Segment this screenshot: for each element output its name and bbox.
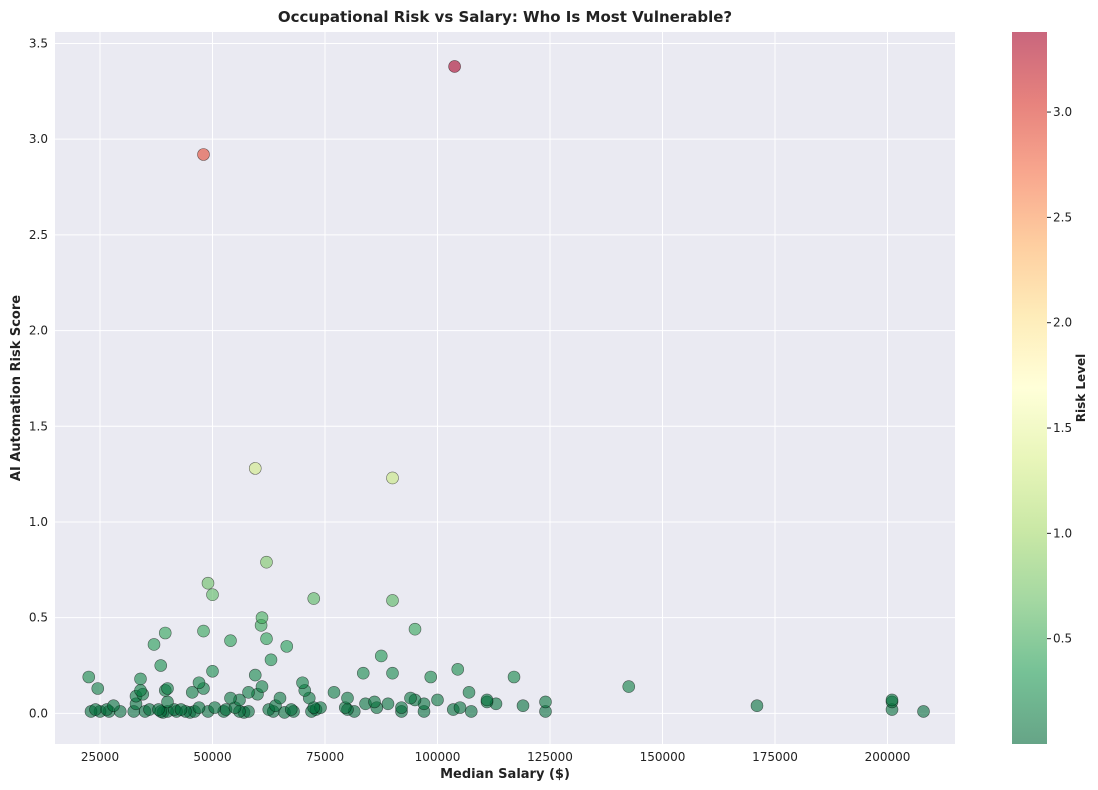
data-point: [192, 676, 206, 690]
data-point: [107, 699, 120, 713]
data-point: [386, 471, 399, 485]
data-point: [284, 703, 298, 716]
data-point: [368, 695, 381, 709]
data-point: [197, 624, 210, 638]
data-point: [185, 686, 199, 699]
data-point: [264, 653, 278, 667]
colorbar-label: Risk Level: [1074, 354, 1088, 423]
data-point: [201, 576, 215, 590]
data-point: [356, 666, 370, 680]
data-point: [341, 691, 354, 705]
data-point: [255, 611, 269, 624]
data-point: [161, 682, 174, 695]
data-point: [374, 649, 388, 663]
data-point: [381, 697, 395, 711]
data-point: [273, 691, 287, 705]
colorbar-tick-label: 3.0: [1053, 105, 1072, 119]
data-point: [386, 666, 399, 680]
data-point: [134, 672, 147, 686]
colorbar-tick-label: 2.5: [1053, 210, 1072, 224]
y-tick-label: 3.5: [29, 36, 48, 50]
colorbar: [1012, 32, 1047, 744]
data-point: [307, 592, 321, 605]
x-axis-label: Median Salary ($): [440, 767, 570, 782]
x-tick-label: 200000: [865, 750, 911, 764]
data-point: [152, 703, 165, 716]
data-point: [206, 588, 219, 602]
colorbar-tick-label: 2.0: [1053, 316, 1072, 330]
x-tick-label: 150000: [640, 750, 686, 764]
data-point: [408, 622, 422, 636]
data-point: [260, 555, 273, 569]
data-point: [224, 691, 237, 705]
data-point: [134, 684, 147, 697]
y-axis-label: AI Automation Risk Score: [9, 295, 24, 481]
colorbar-tick-label: 1.5: [1053, 421, 1072, 435]
x-tick-label: 100000: [415, 750, 461, 764]
data-point: [154, 659, 168, 672]
data-point: [192, 701, 206, 714]
data-point: [327, 686, 341, 699]
data-point: [431, 693, 444, 707]
data-point: [91, 682, 105, 695]
data-point: [622, 680, 636, 693]
data-point: [260, 632, 273, 646]
data-point: [750, 699, 764, 713]
data-point: [174, 703, 188, 716]
data-point: [89, 703, 102, 716]
data-point: [453, 701, 467, 714]
data-point: [885, 693, 899, 707]
x-tick-label: 125000: [527, 750, 573, 764]
y-tick-label: 0.0: [29, 706, 48, 720]
data-point: [451, 663, 465, 676]
data-point: [386, 594, 399, 607]
colorbar-tick-label: 1.0: [1053, 526, 1072, 540]
data-point: [248, 668, 262, 682]
x-tick-label: 75000: [306, 750, 344, 764]
y-tick-label: 0.5: [29, 611, 48, 625]
data-point: [507, 670, 521, 684]
data-point: [404, 691, 417, 705]
y-tick-label: 2.5: [29, 228, 48, 242]
data-point: [480, 693, 494, 707]
data-point: [448, 60, 461, 73]
x-tick-label: 50000: [193, 750, 231, 764]
data-point: [539, 695, 552, 709]
x-tick-labels: 25000 50000 75000 100000 125000 150000 175000 2…: [81, 750, 911, 764]
data-point: [917, 705, 930, 718]
y-tick-label: 1.0: [29, 515, 48, 529]
y-tick-label: 1.5: [29, 419, 48, 433]
data-point: [158, 626, 172, 640]
data-point: [395, 701, 408, 714]
data-point: [147, 638, 161, 651]
colorbar-tick-label: 0.5: [1053, 632, 1072, 646]
points-layer: [82, 60, 930, 719]
colorbar-ticks: 0.5 1.0 1.5 2.0 2.5 3.0: [1047, 105, 1072, 646]
data-point: [248, 462, 262, 475]
data-point: [516, 699, 530, 713]
data-point: [280, 640, 294, 653]
x-tick-label: 175000: [752, 750, 798, 764]
y-tick-label: 3.0: [29, 132, 48, 146]
data-point: [255, 680, 269, 693]
data-point: [242, 686, 255, 699]
data-point: [224, 634, 237, 647]
data-point: [464, 705, 478, 718]
data-point: [208, 701, 222, 714]
data-point: [161, 695, 174, 709]
data-point: [424, 670, 438, 684]
x-tick-label: 25000: [81, 750, 119, 764]
data-point: [206, 664, 219, 678]
y-tick-labels: 0.0 0.5 1.0 1.5 2.0 2.5 3.0 3.5: [29, 36, 48, 720]
chart-title: Occupational Risk vs Salary: Who Is Most…: [278, 8, 732, 26]
data-point: [296, 676, 309, 690]
data-point: [462, 686, 476, 699]
data-point: [197, 148, 210, 161]
data-point: [82, 670, 96, 684]
y-tick-label: 2.0: [29, 324, 48, 338]
